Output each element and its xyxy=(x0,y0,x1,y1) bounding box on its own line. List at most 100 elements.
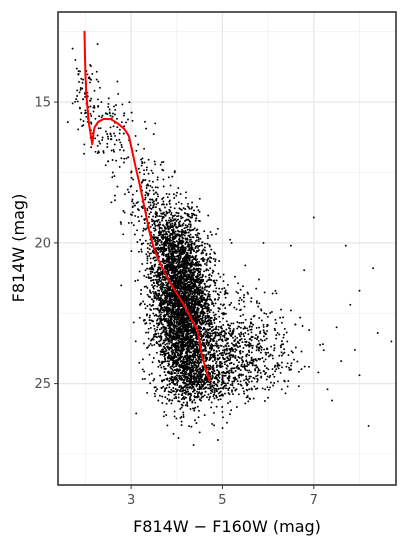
data-point xyxy=(175,233,178,236)
data-point xyxy=(179,246,182,249)
data-point xyxy=(182,347,185,350)
data-point xyxy=(180,290,183,293)
data-point xyxy=(178,322,181,325)
data-point xyxy=(194,219,197,222)
data-point xyxy=(263,348,266,351)
data-point xyxy=(193,409,196,412)
data-point xyxy=(227,371,230,374)
data-point xyxy=(173,313,176,316)
data-point xyxy=(165,286,167,289)
data-point xyxy=(221,287,224,290)
data-point xyxy=(158,255,161,258)
data-point xyxy=(181,241,184,244)
data-point xyxy=(174,269,177,272)
data-point xyxy=(165,203,168,206)
data-point xyxy=(168,360,170,363)
data-point xyxy=(165,301,168,304)
data-point xyxy=(197,288,200,291)
data-point xyxy=(187,355,190,358)
data-point xyxy=(134,280,137,282)
data-point xyxy=(180,340,183,343)
data-point xyxy=(240,321,243,324)
data-point xyxy=(196,346,199,349)
data-point xyxy=(178,319,181,322)
data-point xyxy=(157,332,160,335)
data-point xyxy=(204,293,207,296)
data-point xyxy=(166,306,168,308)
data-point xyxy=(172,193,175,196)
data-point xyxy=(166,302,169,305)
data-point xyxy=(178,346,180,349)
data-point xyxy=(163,318,166,321)
data-point xyxy=(246,327,248,330)
data-point xyxy=(250,344,253,347)
data-point xyxy=(183,300,186,302)
data-point xyxy=(217,310,220,313)
data-point xyxy=(188,357,190,360)
data-point xyxy=(153,275,155,278)
data-point xyxy=(170,327,172,330)
data-point xyxy=(160,278,163,281)
data-point xyxy=(161,198,164,200)
data-point xyxy=(194,247,197,250)
data-point xyxy=(196,281,199,283)
data-point xyxy=(182,413,185,416)
data-point xyxy=(171,357,173,360)
data-point xyxy=(182,378,185,381)
data-point xyxy=(188,207,191,210)
data-point xyxy=(201,290,204,293)
data-point xyxy=(203,312,206,315)
data-point xyxy=(196,277,199,280)
data-point xyxy=(159,283,162,286)
data-point xyxy=(183,309,186,312)
data-point xyxy=(170,322,173,325)
data-point xyxy=(172,366,175,369)
data-point xyxy=(243,338,246,341)
data-point xyxy=(157,343,160,346)
data-point xyxy=(197,209,200,212)
data-point xyxy=(145,253,148,256)
data-point xyxy=(165,219,168,222)
data-point xyxy=(157,283,160,286)
data-point xyxy=(145,276,148,279)
data-point xyxy=(195,239,198,242)
data-point xyxy=(218,260,221,262)
data-point xyxy=(132,224,135,227)
data-point xyxy=(168,312,171,315)
data-point xyxy=(146,262,149,265)
data-point xyxy=(179,263,182,266)
data-point xyxy=(177,187,180,190)
data-point xyxy=(209,267,212,270)
data-point xyxy=(166,338,169,340)
data-point xyxy=(162,249,165,252)
data-point xyxy=(162,348,165,351)
data-point xyxy=(190,242,193,245)
data-point xyxy=(212,339,215,342)
data-point xyxy=(161,331,164,334)
data-point xyxy=(170,211,173,214)
data-point xyxy=(180,390,182,393)
data-point xyxy=(140,248,143,251)
data-point xyxy=(172,250,175,253)
data-point xyxy=(150,252,152,255)
data-point xyxy=(252,376,255,379)
data-point xyxy=(224,312,227,315)
data-point xyxy=(153,386,156,389)
data-point xyxy=(198,274,201,276)
data-point xyxy=(205,289,208,292)
data-point xyxy=(205,339,208,341)
data-point xyxy=(187,243,190,246)
data-point xyxy=(154,335,156,338)
data-point xyxy=(169,218,172,221)
data-point xyxy=(213,281,216,284)
data-point xyxy=(200,281,203,284)
data-point xyxy=(182,267,185,270)
data-point xyxy=(256,346,258,349)
data-point xyxy=(198,264,201,267)
data-point xyxy=(165,268,168,271)
data-point xyxy=(168,356,171,359)
data-point xyxy=(164,233,167,236)
data-point xyxy=(189,240,191,243)
data-point xyxy=(172,229,175,232)
data-point xyxy=(182,337,185,340)
